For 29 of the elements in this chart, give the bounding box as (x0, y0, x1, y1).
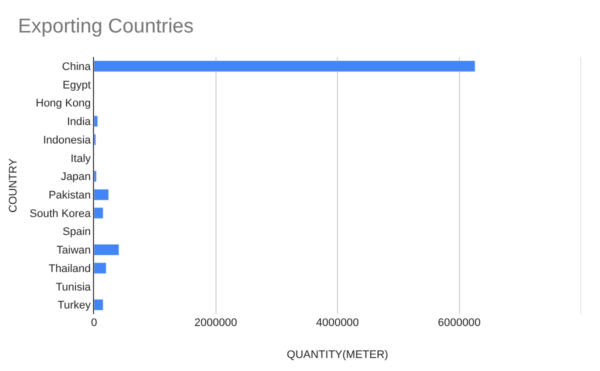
y-axis-title: COUNTRY (7, 158, 20, 213)
y-tick-label: South Korea (30, 208, 92, 220)
y-tick-label: Italy (70, 152, 92, 165)
bar (94, 299, 104, 311)
x-tick-label: 2000000 (194, 317, 238, 329)
y-tick-label: Hong Kong (36, 98, 91, 110)
y-tick-label: Tunisia (56, 281, 92, 294)
y-tick-label: Indonesia (43, 134, 92, 146)
y-tick-label: Pakistan (48, 190, 91, 202)
y-tick-label: Spain (62, 226, 91, 238)
bar (94, 115, 98, 128)
y-tick-label: Taiwan (56, 244, 91, 257)
x-tick-label: 4000000 (316, 317, 359, 329)
y-tick-label: Egypt (62, 79, 91, 92)
x-tick-label: 6000000 (438, 317, 481, 329)
bar (94, 170, 97, 182)
y-tick-label: Japan (60, 171, 91, 184)
chart-title: Exporting Countries (18, 16, 194, 38)
y-tick-label: China (62, 61, 92, 74)
bar (94, 244, 120, 256)
bar (94, 207, 104, 219)
bar (94, 188, 109, 200)
y-tick-label: India (66, 116, 92, 128)
y-tick-label: Thailand (48, 262, 91, 275)
bar (94, 262, 106, 274)
bar (94, 60, 476, 72)
y-tick-label: Turkey (58, 300, 92, 312)
x-axis-title: QUANTITY(METER) (286, 349, 388, 362)
x-tick-label: 0 (90, 317, 98, 329)
